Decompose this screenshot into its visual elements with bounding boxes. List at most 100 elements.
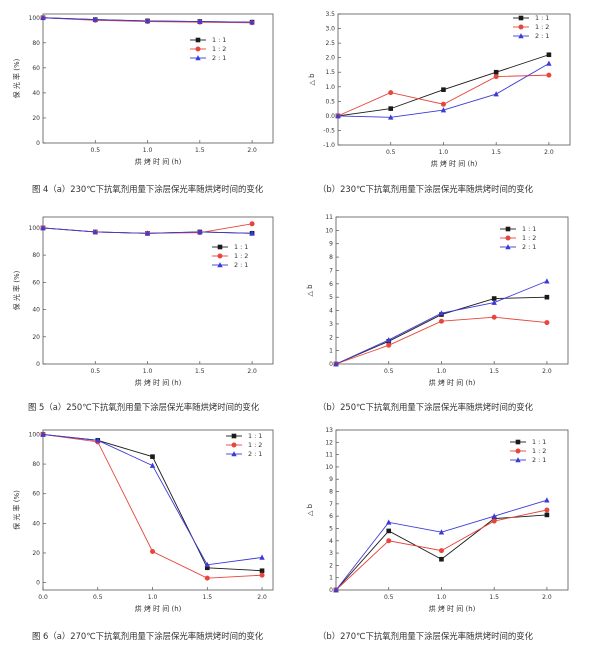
data-point — [259, 554, 265, 560]
x-tick-label: 1.5 — [489, 368, 499, 375]
y-tick-label: 0 — [329, 361, 333, 368]
legend-label: 1 : 2 — [212, 45, 226, 53]
y-tick-label: 100 — [29, 15, 41, 22]
y-tick-label: 11 — [325, 452, 333, 459]
y-tick-label: 1 — [329, 348, 333, 355]
chart-svg-fig5b: 0.5 1.0 1.5 2.0 0 1 2 3 4 5 6 7 8 9 10 11 烘 烤 时 间 (h) △ b… — [306, 214, 569, 387]
data-point — [386, 519, 392, 525]
data-point — [249, 221, 255, 227]
legend-label: 1 : 1 — [248, 432, 262, 440]
legend-label: 1 : 1 — [535, 14, 549, 22]
legend-marker — [195, 37, 201, 43]
caption-fig4b: （b）230℃下抗氧剂用量下涂层保光率随烘烤时间的变化 — [318, 184, 533, 194]
x-tick-label: 1.5 — [489, 594, 499, 601]
data-point — [150, 454, 155, 459]
data-point — [204, 565, 210, 571]
x-axis-label: 烘 烤 时 间 (h) — [135, 378, 182, 387]
legend-label: 2 : 1 — [535, 32, 549, 40]
y-tick-label: 7 — [329, 267, 333, 274]
y-tick-label: 0.0 — [325, 113, 335, 120]
y-tick-label: -1.0 — [323, 142, 335, 149]
x-tick-label: 1.0 — [143, 147, 153, 154]
y-tick-label: 6 — [329, 281, 333, 288]
chart-fig4b: 0.5 1.0 1.5 2.0 -1.0 -0.5 0.0 0.5 1.0 1.5 2.0 2.5 3.… — [300, 0, 589, 180]
legend-marker — [195, 46, 201, 52]
x-tick-label: 1.5 — [491, 149, 501, 156]
chart-fig4a: 0.5 1.0 1.5 2.0 0 20 40 60 80 100 烘 烤 时 间 (h) 保 光 率… — [0, 0, 300, 180]
data-point — [438, 310, 445, 316]
y-tick-label: 6 — [329, 513, 333, 520]
y-tick-label: 40 — [32, 90, 40, 97]
data-point — [546, 72, 552, 78]
y-tick-label: 20 — [32, 334, 40, 341]
data-point — [197, 229, 203, 235]
data-point — [546, 60, 552, 66]
chart-fig6a: 0.0 0.5 1.0 1.5 2.0 0 20 40 60 80 100 烘 烤 时 间 (h) 保 … — [0, 420, 300, 618]
series-line — [335, 499, 548, 591]
y-tick-label: 100 — [29, 431, 41, 438]
data-point — [546, 52, 552, 58]
y-tick-label: 7 — [329, 501, 333, 508]
data-point — [386, 337, 392, 343]
data-point — [204, 561, 210, 568]
y-tick-label: 2 — [329, 334, 333, 341]
y-tick-label: 3.0 — [325, 26, 335, 33]
data-point — [150, 548, 156, 554]
x-tick-label: 0.5 — [384, 594, 394, 601]
y-tick-label: 0 — [329, 587, 333, 594]
data-point — [493, 69, 499, 75]
y-tick-label: 40 — [32, 520, 40, 527]
data-point — [95, 437, 101, 443]
y-tick-label: 9 — [329, 476, 333, 483]
x-tick-label: 2.0 — [247, 368, 257, 375]
legend-label: 1 : 2 — [248, 441, 262, 449]
chart-fig5a: 0.5 1.0 1.5 2.0 0 20 40 60 80 100 烘 烤 时 间 (h) 保 光 率… — [0, 207, 300, 397]
x-axis-label: 烘 烤 时 间 (h) — [429, 378, 476, 387]
data-point — [440, 101, 446, 107]
y-tick-label: 2.0 — [325, 55, 335, 62]
legend-label: 2 : 1 — [248, 450, 262, 458]
data-point — [544, 320, 550, 326]
legend-label: 1 : 2 — [535, 23, 549, 31]
legend-label: 1 : 2 — [234, 252, 248, 260]
data-point — [491, 314, 497, 320]
legend-marker — [217, 253, 223, 259]
series-line — [335, 316, 547, 365]
chart-svg-fig4b: 0.5 1.0 1.5 2.0 -1.0 -0.5 0.0 0.5 1.0 1.5 2.0 2.5 3.… — [308, 11, 571, 168]
series-line — [335, 296, 547, 365]
data-point — [144, 230, 151, 236]
data-point — [40, 431, 46, 437]
y-axis-label: 保 光 率 (%) — [12, 490, 21, 530]
y-tick-label: 80 — [32, 40, 40, 47]
legend-marker — [515, 448, 521, 454]
data-point — [197, 18, 203, 24]
data-point — [493, 91, 499, 97]
legend-marker — [505, 235, 511, 241]
chart-svg-fig4a: 0.5 1.0 1.5 2.0 0 20 40 60 80 100 烘 烤 时 间 (h) 保 光 率… — [12, 13, 274, 166]
x-tick-label: 0.5 — [93, 594, 103, 601]
x-tick-label: 0.5 — [90, 147, 100, 154]
chart-fig6b: 0.5 1.0 1.5 2.0 0 1 2 3 4 5 6 7 8 9 10 11 12 13 烘 烤 时 间 (h… — [300, 420, 589, 618]
y-tick-label: 5 — [329, 525, 333, 532]
y-tick-label: 1 — [329, 575, 333, 582]
data-point — [388, 106, 394, 111]
data-point — [40, 224, 46, 231]
x-tick-label: 1.0 — [143, 368, 153, 375]
y-tick-label: 2 — [329, 562, 333, 569]
x-tick-label: 1.5 — [195, 147, 205, 154]
x-tick-label: 1.0 — [437, 368, 447, 375]
legend-marker — [217, 262, 223, 268]
plot-frame — [337, 13, 571, 146]
legend-marker — [217, 244, 223, 250]
x-tick-label: 2.0 — [542, 368, 552, 375]
data-point — [249, 230, 255, 236]
caption-fig6a: 图 6（a）270℃下抗氧剂用量下涂层保光率随烘烤时间的变化 — [32, 631, 264, 641]
legend-marker — [515, 439, 521, 445]
legend-marker — [505, 244, 511, 250]
plot-frame — [42, 429, 274, 591]
data-point — [438, 318, 444, 324]
chart-svg-fig6a: 0.0 0.5 1.0 1.5 2.0 0 20 40 60 80 100 烘 烤 时 间 (h) 保 … — [12, 429, 274, 613]
y-tick-label: 3 — [329, 321, 333, 328]
y-tick-label: 20 — [32, 550, 40, 557]
